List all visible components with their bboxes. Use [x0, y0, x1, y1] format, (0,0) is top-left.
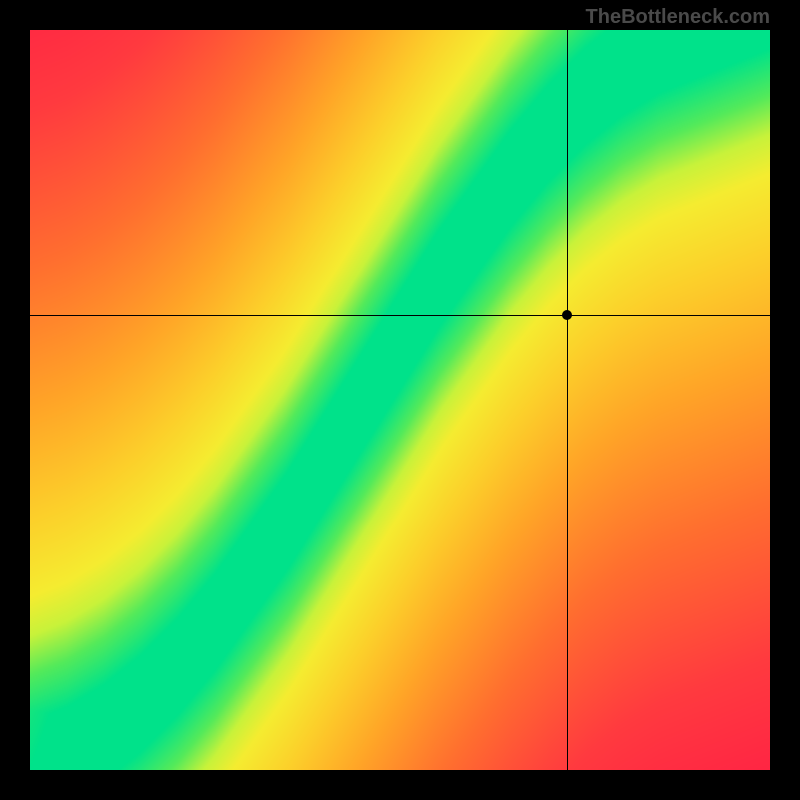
crosshair-marker — [562, 310, 572, 320]
plot-area — [30, 30, 770, 770]
crosshair-vertical — [567, 30, 568, 770]
watermark-text: TheBottleneck.com — [586, 6, 770, 29]
crosshair-horizontal — [30, 315, 770, 316]
heatmap-canvas — [30, 30, 770, 770]
